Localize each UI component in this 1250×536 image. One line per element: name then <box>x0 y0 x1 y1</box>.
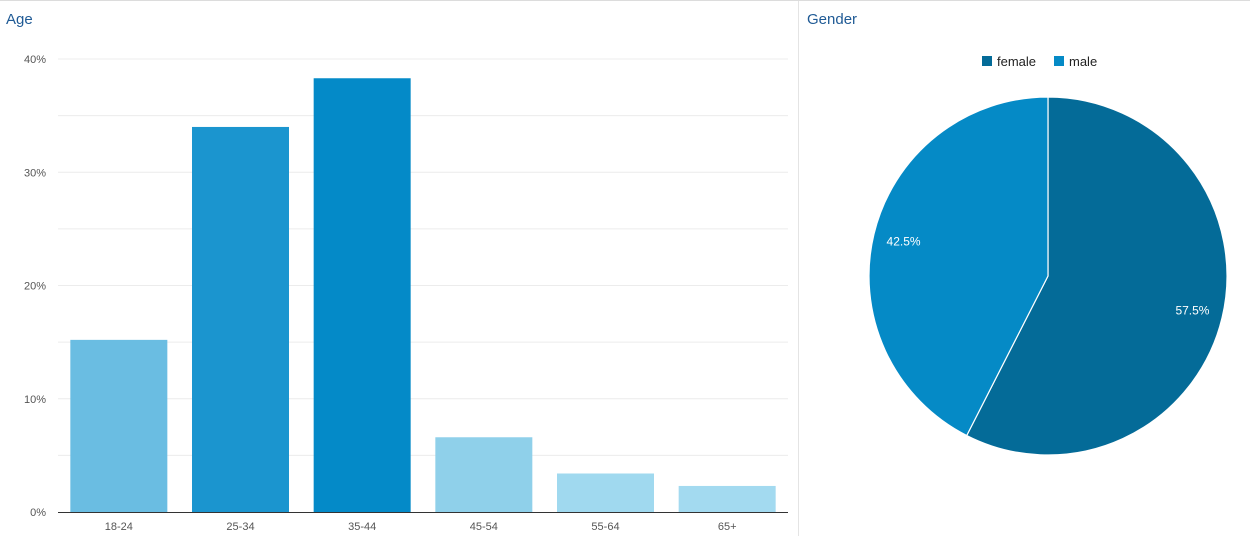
pie-slice-male[interactable] <box>868 96 1049 437</box>
x-tick-label: 45-54 <box>470 521 498 533</box>
legend-swatch-female <box>982 56 992 66</box>
gender-chart-title: Gender <box>807 11 858 28</box>
bar-25-34[interactable] <box>192 126 289 512</box>
y-tick-label: 30% <box>24 167 46 179</box>
gender-pie-chart: female male 57.5% 42.5% <box>868 54 1228 456</box>
age-bar-chart: 0% 10% 20% 30% 40% 18-24 25-34 35-44 45-54 55-64 6… <box>24 54 788 533</box>
y-tick-label: 0% <box>30 507 46 519</box>
pie-slice-female[interactable] <box>965 96 1228 456</box>
bar-18-24[interactable] <box>70 339 168 512</box>
bar-65+[interactable] <box>678 485 776 512</box>
age-chart-title: Age <box>6 11 33 28</box>
panel-divider <box>798 1 799 536</box>
y-tick-label: 20% <box>24 281 46 293</box>
x-tick-label: 25-34 <box>226 521 254 533</box>
age-chart-panel: Age 0% 10% 20% 30% 40% 18-24 25-34 35-44 45-54 55… <box>0 1 798 536</box>
pie-label-male: 42.5% <box>887 234 921 248</box>
bar-45-54[interactable] <box>435 437 533 512</box>
x-tick-label: 65+ <box>718 521 737 533</box>
top-border <box>0 0 1250 1</box>
y-tick-label: 40% <box>24 54 46 66</box>
gender-chart-panel: Gender female male 57.5% 42.5% <box>800 1 1250 536</box>
legend-swatch-male <box>1054 56 1064 66</box>
bar-55-64[interactable] <box>557 473 654 512</box>
legend-label-male: male <box>1069 54 1097 69</box>
x-tick-label: 35-44 <box>348 521 376 533</box>
legend-label-female: female <box>997 54 1036 69</box>
pie-label-female: 57.5% <box>1175 304 1209 318</box>
x-tick-label: 55-64 <box>591 521 619 533</box>
x-tick-label: 18-24 <box>105 521 133 533</box>
y-tick-label: 10% <box>24 394 46 406</box>
bar-35-44[interactable] <box>313 78 411 512</box>
